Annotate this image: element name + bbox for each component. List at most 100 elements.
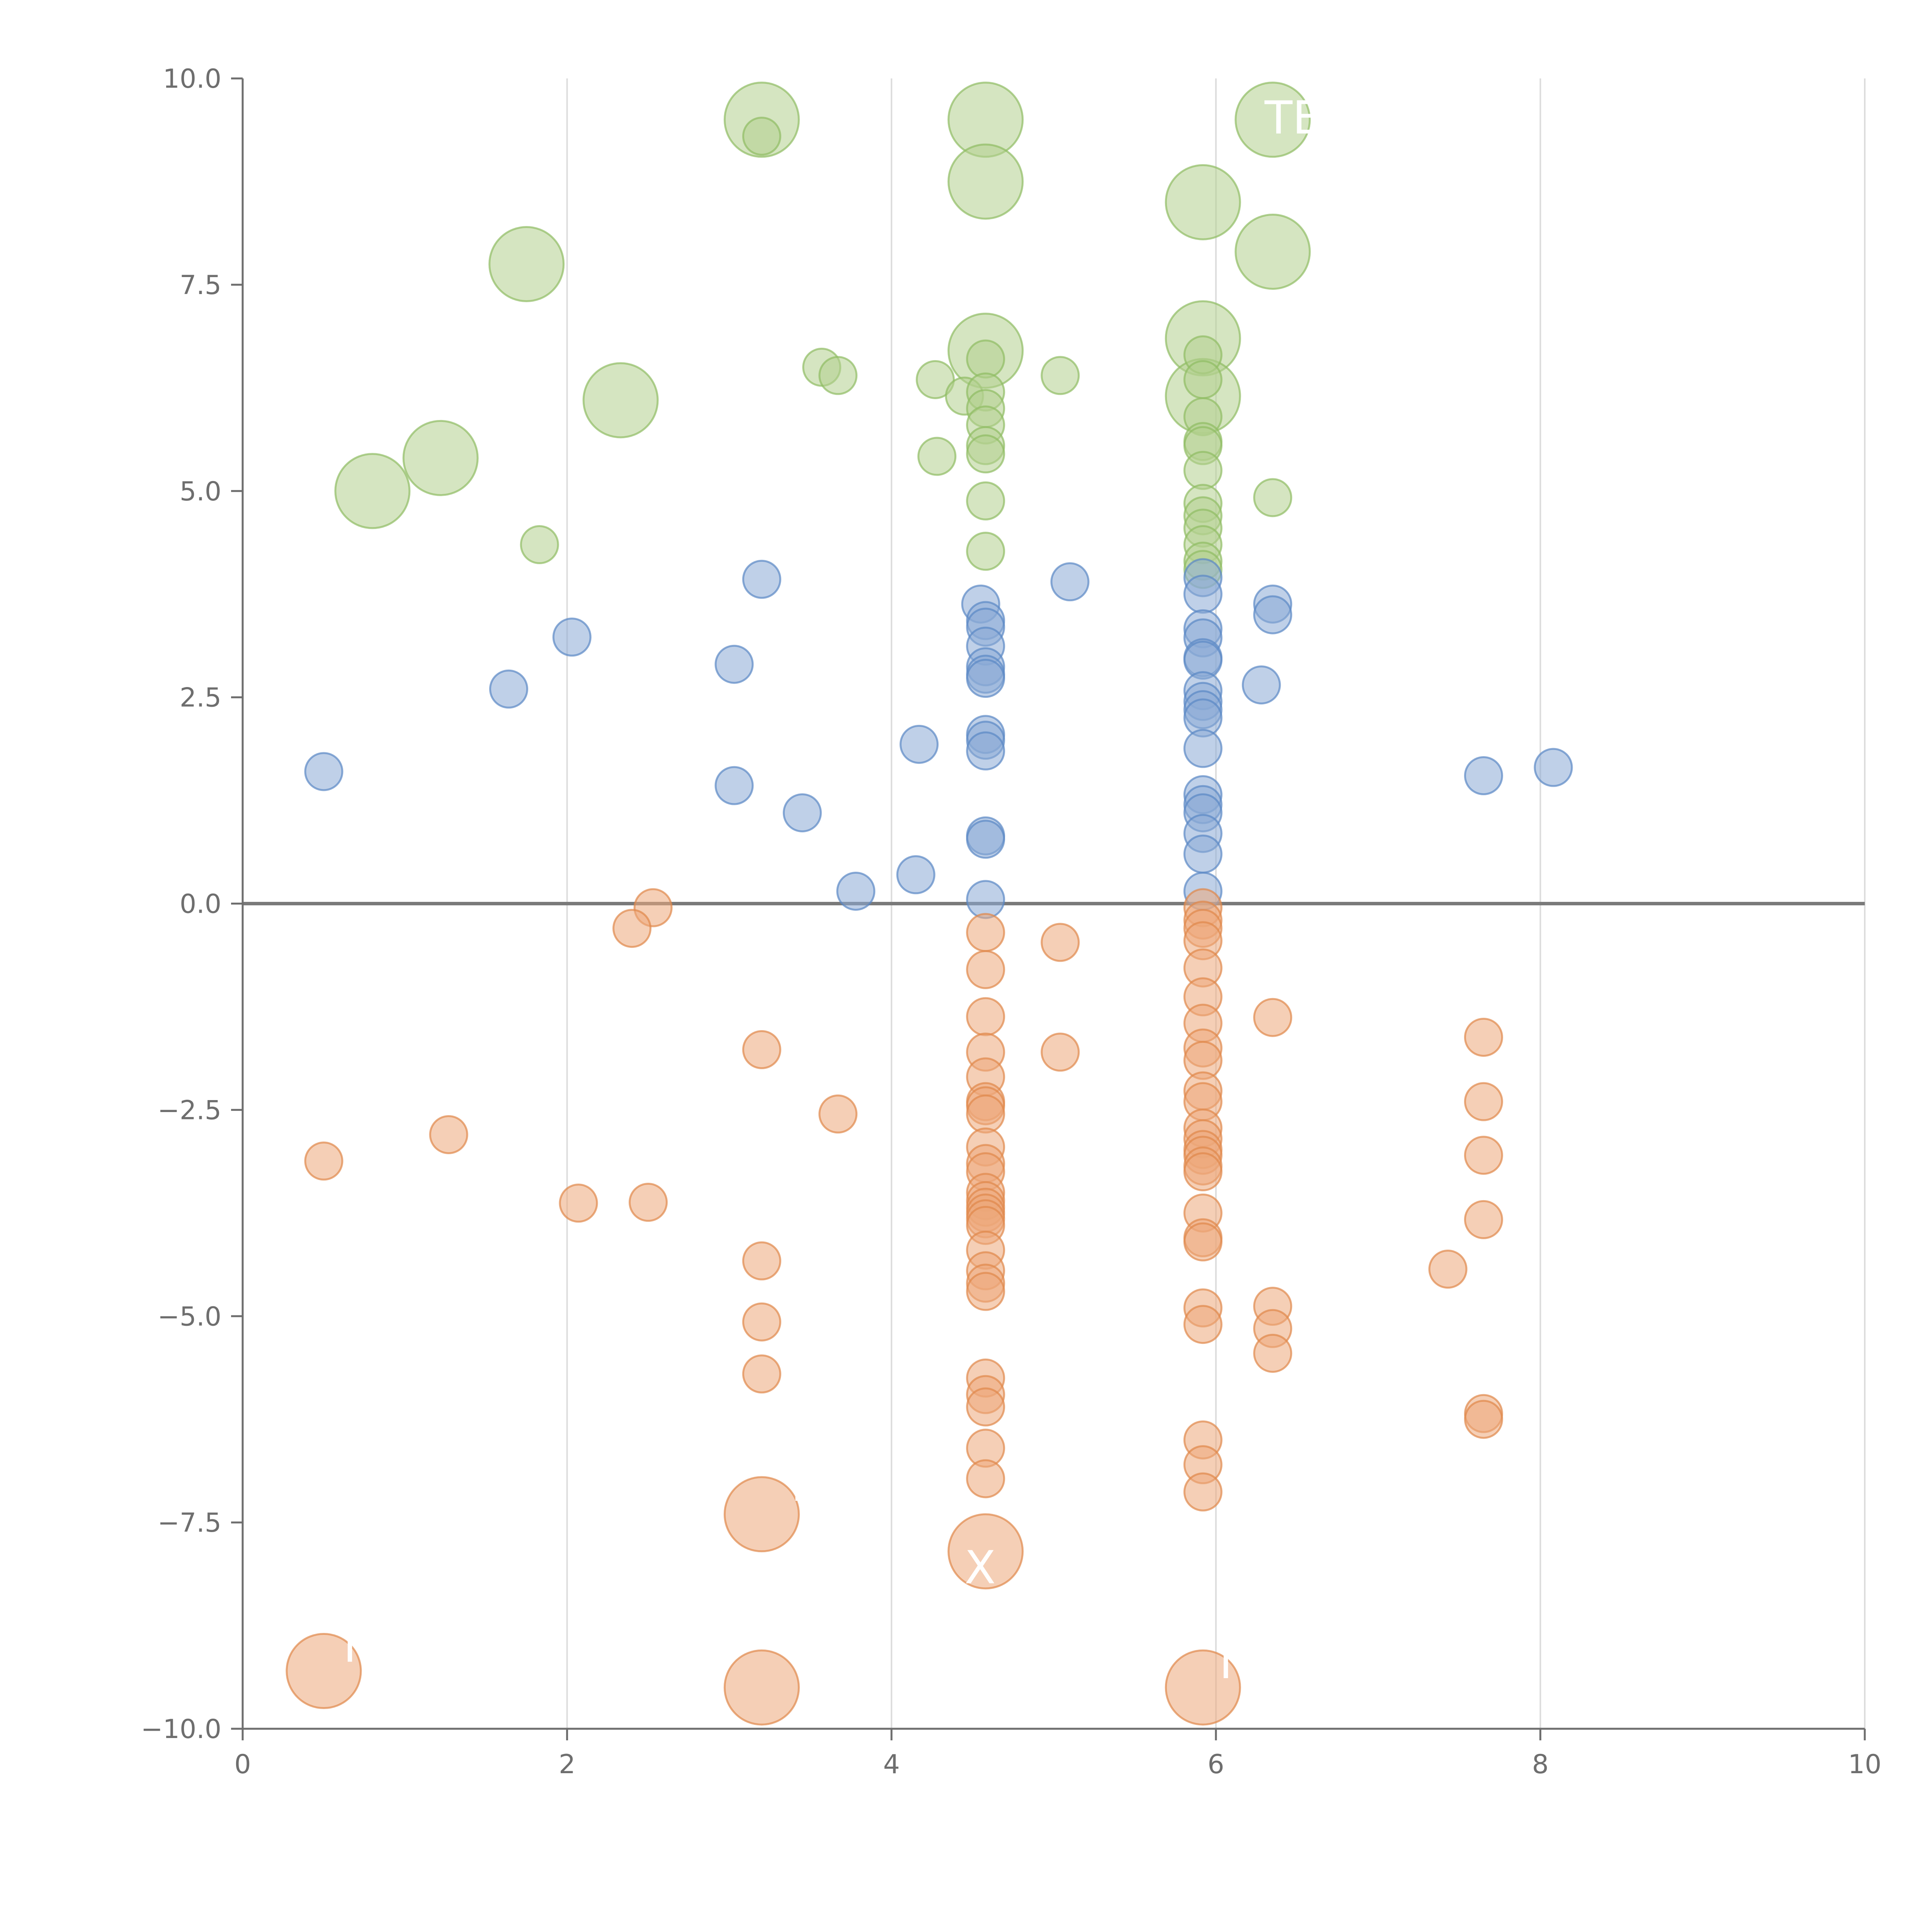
data-point-blue [1253,595,1293,634]
data-point-blue [1183,575,1223,614]
data-point-orange [1464,1136,1503,1175]
data-point-orange [629,1183,668,1222]
data-point-blue [714,766,754,805]
data-point-orange [966,950,1005,989]
data-point-orange [1464,1400,1503,1439]
data-point-orange [966,1387,1005,1427]
data-point-orange [1428,1250,1468,1289]
x-tick-label: 0 [234,1749,251,1780]
y-tick-label: −10.0 [141,1714,221,1745]
data-point-blue [1464,756,1503,795]
data-point-green [916,360,955,399]
y-tick-label: −2.5 [158,1095,221,1126]
data-point-orange [742,1241,781,1281]
data-point-blue [966,731,1005,770]
data-point-orange [1253,1333,1293,1373]
data-point-blue [966,820,1005,859]
data-point-blue [1534,748,1573,787]
data-point-orange [1165,1649,1241,1726]
data-point-orange [966,1459,1005,1498]
data-point-green [966,339,1005,379]
data-point-orange [1464,1200,1503,1239]
data-point-blue [489,669,528,709]
y-tick-label: 5.0 [180,476,221,507]
data-point-orange [1253,998,1293,1037]
points-layer [286,82,1573,1726]
y-tick-label: −7.5 [158,1508,221,1538]
data-point-blue [966,880,1005,919]
data-point-orange [966,997,1005,1036]
y-tick-label: 0.0 [180,889,221,920]
data-point-orange [947,1513,1024,1590]
data-point-orange [1183,1305,1223,1344]
axes-layer: 10.0 7.5 5.0 2.5 0.0 −2.5 −5.0 −7.5 −10.0 0 2 4 6 8 10 [141,64,1882,1780]
data-point-green [966,434,1005,474]
data-point-green [1041,356,1080,395]
y-tick-label: 10.0 [163,64,221,94]
data-point-blue [742,560,781,599]
data-point-blue [304,752,344,791]
annotation-label: M [343,1619,383,1672]
data-point-green [1183,360,1223,399]
data-point-green [947,143,1024,220]
data-point-blue [782,793,822,833]
data-point-green [402,420,479,496]
data-point-orange [723,1649,800,1726]
x-tick-label: 8 [1532,1749,1549,1780]
annotation-label: L [791,1458,816,1512]
data-point-orange [304,1141,344,1181]
data-point-orange [966,913,1005,952]
data-point-green [966,481,1005,520]
annotation-layer: TE L X M N [343,91,1321,1689]
x-tick-label: 2 [559,1749,575,1780]
annotation-label: TE [1264,91,1321,145]
data-point-orange [429,1115,468,1154]
data-point-orange [1464,1017,1503,1057]
data-point-orange [966,1272,1005,1311]
data-point-green [742,116,781,156]
data-point-green [488,226,565,302]
data-point-orange [1183,1472,1223,1512]
data-point-blue [1183,834,1223,874]
data-point-green [818,356,858,395]
data-point-blue [966,659,1005,698]
annotation-label: N [1219,1636,1253,1689]
data-point-orange [966,1094,1005,1134]
data-point-blue [896,855,935,895]
data-point-blue [552,617,592,657]
data-point-orange [723,1476,800,1553]
data-point-orange [742,1302,781,1342]
data-point-orange [559,1184,598,1223]
data-point-blue [1242,665,1281,705]
data-point-orange [1464,1082,1503,1121]
data-point-orange [1041,1032,1080,1072]
data-point-blue [714,645,754,684]
data-point-green [520,525,559,565]
data-point-green [1253,478,1293,517]
x-tick-label: 6 [1208,1749,1224,1780]
data-point-green [1165,164,1241,240]
data-point-blue [900,724,939,764]
grid-layer [243,78,1866,1729]
x-tick-label: 4 [883,1749,900,1780]
data-point-green [582,362,659,439]
data-point-blue [1050,562,1090,602]
annotation-label: X [964,1541,996,1594]
y-tick-label: 2.5 [180,683,221,713]
data-point-green [1183,451,1223,490]
data-point-orange [742,1354,781,1394]
data-point-orange [742,1030,781,1069]
data-point-green [1235,82,1311,158]
data-point-orange [1041,923,1080,962]
data-point-green [917,437,957,476]
y-tick-label: −5.0 [158,1301,221,1332]
data-point-orange [612,909,652,948]
data-point-orange [1183,1152,1223,1192]
data-point-orange [286,1633,362,1709]
x-tick-label: 10 [1848,1749,1882,1780]
data-point-blue [1183,729,1223,768]
data-point-orange [818,1094,858,1134]
data-point-green [1235,213,1311,290]
